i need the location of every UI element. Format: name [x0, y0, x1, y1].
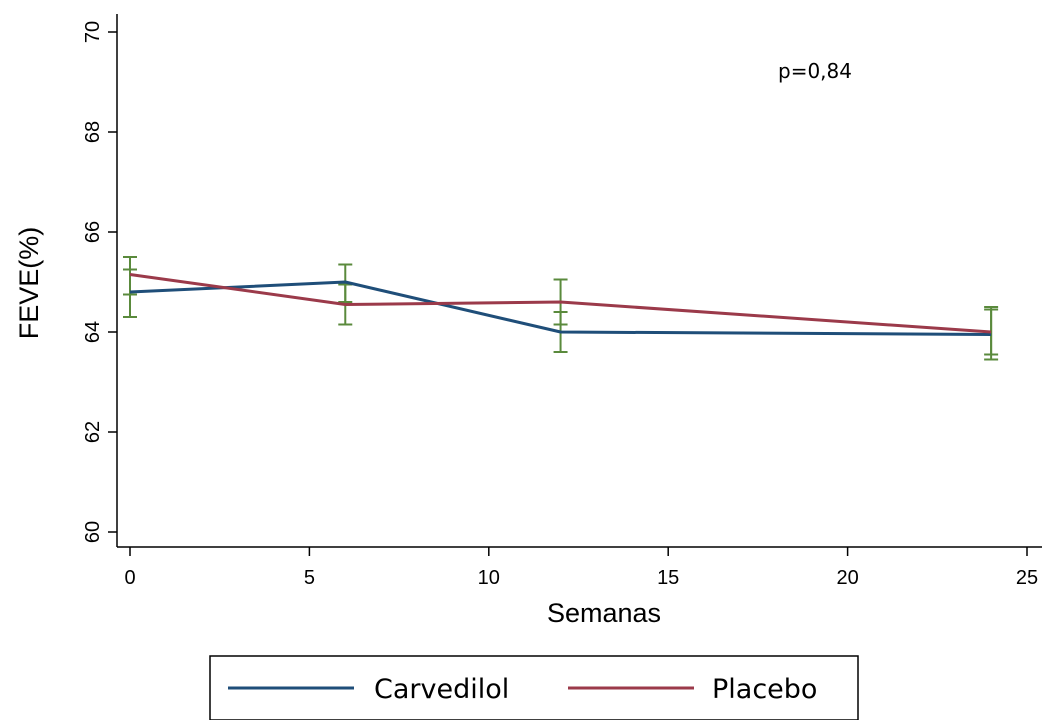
- y-tick-label: 70: [82, 21, 104, 43]
- x-tick-label: 15: [657, 567, 679, 589]
- x-tick-label: 0: [124, 567, 135, 589]
- legend: Carvedilol Placebo: [209, 655, 859, 720]
- axes-group: 60 62 64 66 68 70 0 5 10 15 20 25: [82, 14, 1042, 589]
- legend-label-carvedilol: Carvedilol: [374, 674, 509, 705]
- series-lines-group: [129, 273, 992, 336]
- p-value-annotation: p=0,84: [778, 59, 852, 83]
- x-tick-label: 20: [836, 567, 858, 589]
- y-ticks-group: 60 62 64 66 68 70: [82, 21, 117, 543]
- series-line-carvedilol: [129, 280, 992, 336]
- x-tick-label: 5: [304, 567, 315, 589]
- y-tick-label: 66: [82, 221, 104, 243]
- y-tick-label: 60: [82, 521, 104, 543]
- legend-label-placebo: Placebo: [712, 674, 817, 705]
- y-axis-title: FEVE(%): [14, 227, 44, 340]
- y-tick-label: 62: [82, 421, 104, 443]
- x-axis-title: Semanas: [547, 598, 661, 628]
- x-tick-label: 25: [1016, 567, 1038, 589]
- x-tick-label: 10: [478, 567, 500, 589]
- x-ticks-group: 0 5 10 15 20 25: [124, 547, 1038, 589]
- error-bars-group: [123, 256, 999, 361]
- y-tick-label: 64: [82, 321, 104, 343]
- y-tick-label: 68: [82, 121, 104, 143]
- series-line-placebo: [129, 273, 992, 334]
